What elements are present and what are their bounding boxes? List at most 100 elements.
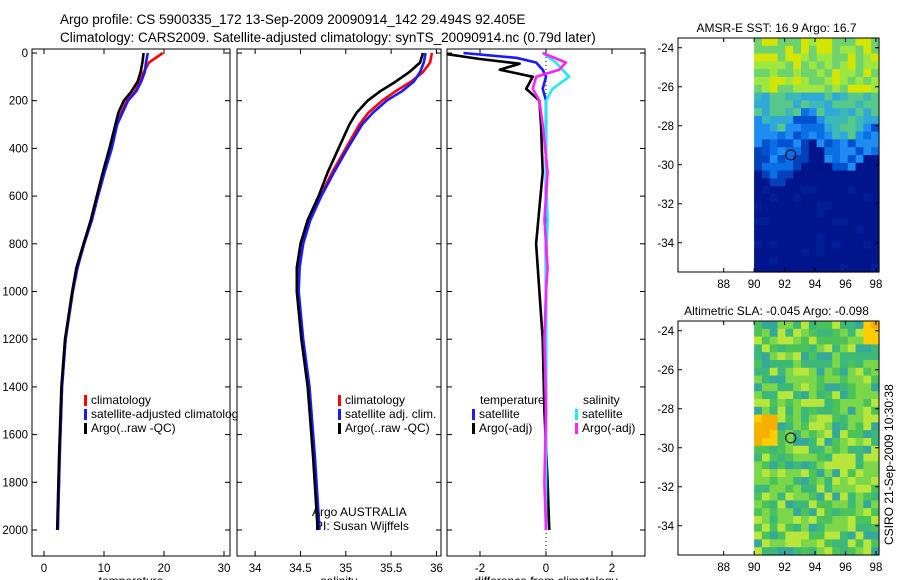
sla_map-cell [847,508,857,517]
sst_map-cell [832,225,841,234]
sla_map-cell [871,492,880,501]
sla_map-cell [824,406,833,416]
sst_map-cell [847,61,857,70]
sst_map-cell [840,123,849,133]
sla_map-cell [871,516,880,525]
sla_map-cell [801,508,810,517]
sla_map-cell [855,391,864,400]
sst_map-cell [793,116,802,125]
sst_map-cell [847,108,857,117]
sst_map-cell [832,155,841,164]
sla_map-cell [777,430,786,439]
sla_map-cell [863,391,872,400]
sst_map-cell [793,209,802,218]
sst_map-cell [761,256,771,265]
sst_map-cell [871,209,880,218]
sla_map-cell [855,375,864,384]
sla_map-cell [769,461,779,470]
sst_map-cell [754,131,763,140]
sla_map-cell [777,531,786,540]
sst_map-cell [785,38,794,47]
sla_map-cell [769,539,779,548]
sla_map-xtick-label: 96 [839,562,852,574]
sst_map-cell [816,108,825,117]
sla_map-cell [855,453,864,462]
sst_map-cell [832,209,841,218]
sst_map-cell [847,256,857,265]
sla_map-cell [785,547,794,556]
sla_map-cell [785,344,794,353]
sla_map-cell [824,523,833,533]
sla_map-cell [761,399,771,408]
sla_map-cell [832,422,841,431]
sla_map-cell [832,383,841,392]
sla_map-cell [754,438,763,447]
sst_map-cell [824,201,833,211]
sla_map-cell [863,321,872,330]
sst_map-cell [855,264,864,273]
sst_map-cell [769,84,779,94]
sst_map-cell [793,162,802,172]
sst_map-cell [801,217,810,226]
sst_map-cell [777,217,786,226]
sst_map-cell [871,201,880,211]
sst_map-cell [801,69,810,78]
diff-legend-sal-argo-label: Argo(-adj) [582,421,635,435]
sla_map-xtick-label: 92 [778,562,791,574]
sst_map-cell [847,170,857,179]
sla_map-cell [816,321,825,330]
sla_map-cell [871,422,880,431]
sla_map-cell [840,422,849,431]
sst_map-cell [754,186,763,195]
difference-xtick-label: -2 [475,563,485,575]
sst_map-cell [863,139,872,148]
sst_map-cell [801,201,810,211]
sst_map-cell [816,225,825,234]
sla_map-cell [824,375,833,384]
sla_map-cell [847,422,857,431]
sst_map-cell [769,45,779,55]
sla_map-cell [785,500,794,509]
sla_map-cell [863,531,872,540]
sst_map-cell [761,84,771,94]
sla_map-cell [769,367,779,377]
sst_map-cell [863,61,872,70]
difference-series-black [447,52,551,531]
sla_map-cell [793,492,802,501]
sst_map-cell [871,147,880,156]
sal-legend-argo-swatch [338,423,341,434]
sst_map-cell [754,217,763,226]
sla_map-cell [840,391,849,400]
sla_map-cell [777,406,786,416]
sla_map-cell [808,422,818,431]
temp-legend-satellite-swatch [84,409,87,420]
sst_map-cell [847,178,857,187]
sla_map-cell [816,453,825,462]
sla_map-cell [816,399,825,408]
sla_map-cell [754,547,763,556]
sla_map-cell [824,547,833,556]
sst_map-cell [785,225,794,234]
sst_map-cell [847,240,857,250]
sst_map-cell [754,209,763,218]
sst_map-cell [816,194,825,203]
sst_map-cell [777,155,786,164]
sst_map-cell [863,155,872,164]
difference-series-blue [463,51,548,530]
sst_map-cell [855,170,864,179]
sla_map-cell [754,360,763,369]
sla_map-cell [785,539,794,548]
sla_map-cell [832,328,841,338]
sla_map-cell [847,539,857,548]
sst_map-cell [847,116,857,125]
sst_map-cell [855,53,864,62]
sst_map-cell [871,38,880,47]
sst_map-cell [847,186,857,195]
sla_map-cell [871,508,880,517]
sla_map-cell [863,367,872,377]
sla_map-cell [793,484,802,494]
sla_map-cell [761,352,771,361]
sla_map-cell [801,539,810,548]
sst_map-cell [840,92,849,101]
sst_map-cell [847,264,857,273]
